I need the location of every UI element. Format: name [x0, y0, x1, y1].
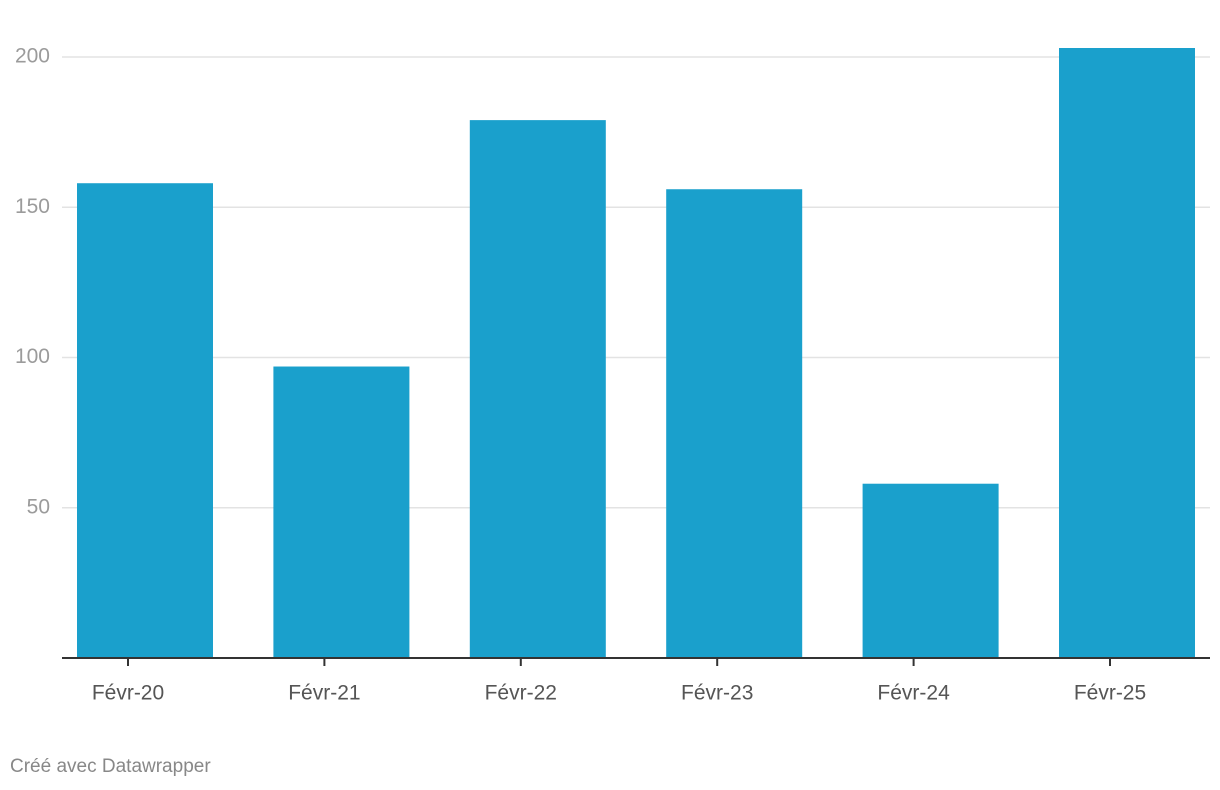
bar [273, 366, 410, 658]
credit: Créé avec Datawrapper [10, 756, 211, 777]
bar [862, 483, 999, 658]
x-tick-label: Févr-23 [681, 682, 753, 705]
y-tick-label: 100 [15, 345, 50, 368]
x-tick-label: Févr-25 [1074, 682, 1146, 705]
bar [666, 189, 803, 659]
x-tick-label: Févr-20 [92, 682, 164, 705]
y-tick-label: 200 [15, 45, 50, 68]
y-tick-label: 150 [15, 195, 50, 218]
bar [77, 183, 213, 658]
x-tick-label: Févr-24 [877, 682, 950, 705]
y-tick-label: 50 [27, 495, 50, 518]
x-tick-label: Févr-21 [288, 682, 360, 705]
x-tick-label: Févr-22 [485, 682, 557, 705]
bar [469, 120, 606, 658]
bar [1059, 48, 1195, 658]
